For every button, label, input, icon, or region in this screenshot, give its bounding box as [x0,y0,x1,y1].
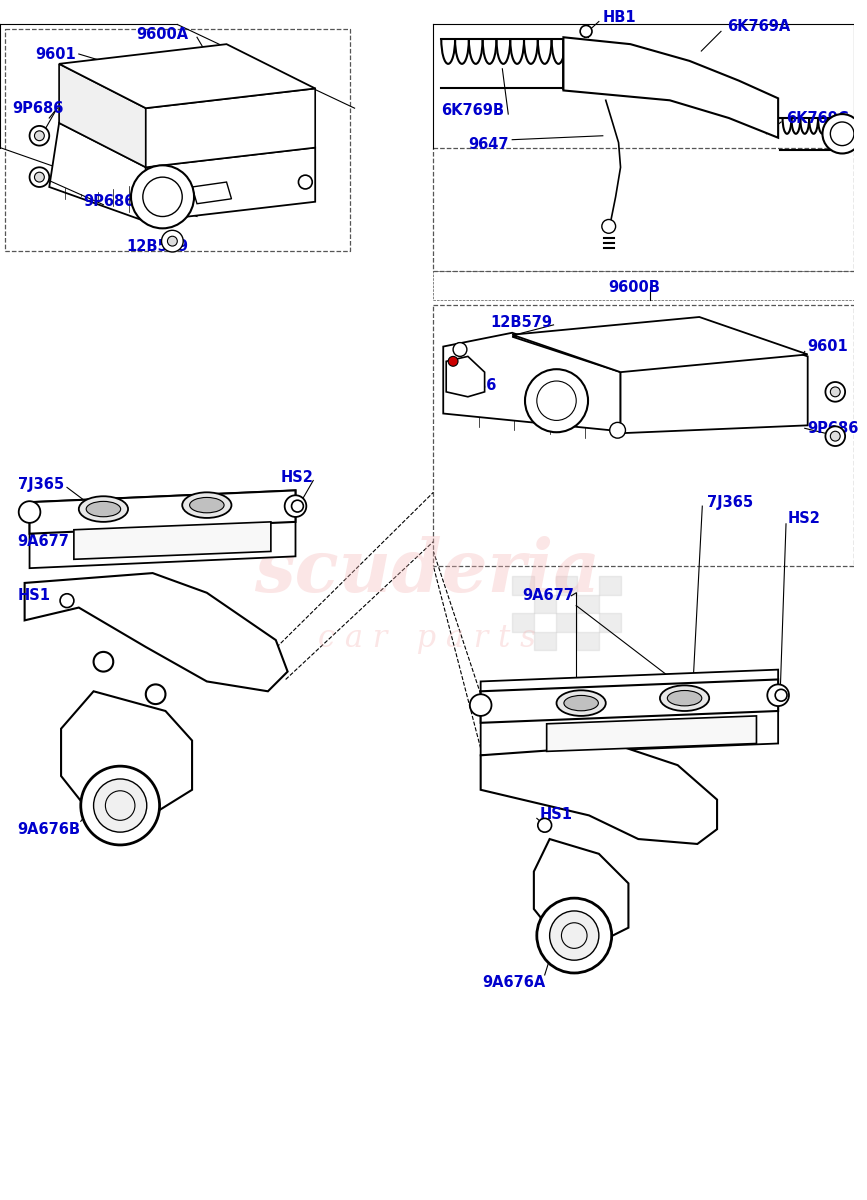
Polygon shape [146,89,316,167]
Polygon shape [564,37,779,138]
Polygon shape [480,670,779,755]
Polygon shape [74,522,271,559]
Circle shape [29,126,49,145]
Text: HB1: HB1 [603,10,636,25]
Text: 9A677: 9A677 [522,588,574,604]
Ellipse shape [79,497,128,522]
Text: 12B579: 12B579 [491,316,552,330]
Text: HS2: HS2 [281,470,314,485]
Circle shape [537,898,612,973]
Text: 9601: 9601 [36,47,76,61]
Text: HS1: HS1 [17,588,51,604]
Circle shape [825,382,845,402]
Polygon shape [512,320,808,433]
Text: c a r   p a r t s: c a r p a r t s [318,623,536,654]
Polygon shape [480,745,717,844]
Circle shape [19,502,41,523]
Circle shape [831,431,840,442]
Circle shape [831,386,840,397]
Polygon shape [480,679,779,722]
Bar [512,613,534,631]
Circle shape [284,496,306,517]
Circle shape [161,230,183,252]
Circle shape [538,818,551,832]
Ellipse shape [660,685,709,710]
Text: 6K769B: 6K769B [441,103,505,118]
Polygon shape [49,122,146,222]
Circle shape [610,422,625,438]
Circle shape [35,173,44,182]
Text: 9601: 9601 [808,340,849,354]
Circle shape [823,114,862,154]
Circle shape [167,236,177,246]
Polygon shape [59,44,316,108]
Polygon shape [61,691,192,812]
Bar [556,576,577,595]
Ellipse shape [564,696,598,710]
Circle shape [453,343,467,356]
Ellipse shape [668,690,701,706]
Bar [534,631,556,650]
Circle shape [550,911,599,960]
Text: 9A676A: 9A676A [483,976,546,990]
Text: 9P686: 9P686 [12,101,63,115]
Circle shape [775,689,787,701]
Text: scuderia: scuderia [254,535,600,607]
Text: 9P686: 9P686 [808,421,859,436]
Text: 6K769A: 6K769A [727,19,790,34]
Polygon shape [443,332,621,431]
Ellipse shape [190,498,224,512]
Circle shape [767,684,789,706]
Polygon shape [29,491,296,534]
Polygon shape [512,317,808,372]
Circle shape [602,220,616,233]
Polygon shape [59,64,146,167]
Bar [534,595,556,613]
Circle shape [825,426,845,446]
Bar [512,576,534,595]
Polygon shape [24,574,288,691]
Text: 6K769C: 6K769C [786,110,849,126]
Circle shape [81,766,160,845]
Circle shape [291,500,303,512]
Text: 9647: 9647 [468,137,508,152]
Polygon shape [192,182,231,204]
Circle shape [35,131,44,140]
Bar [577,631,599,650]
Ellipse shape [557,690,606,716]
Text: 9600A: 9600A [136,26,188,42]
Polygon shape [547,716,757,751]
Circle shape [131,166,194,228]
Circle shape [29,167,49,187]
Bar [599,613,621,631]
Bar [556,613,577,631]
Circle shape [448,356,458,366]
Ellipse shape [182,492,231,518]
Polygon shape [447,356,485,397]
Bar [599,576,621,595]
Text: HS1: HS1 [540,806,573,822]
Polygon shape [29,491,296,568]
Text: 7J365: 7J365 [17,476,64,492]
Circle shape [94,779,147,832]
Text: 9A676B: 9A676B [17,822,81,836]
Circle shape [525,370,588,432]
Text: 9P686: 9P686 [446,378,497,394]
Bar [577,595,599,613]
Ellipse shape [86,502,121,517]
Polygon shape [534,839,629,942]
Polygon shape [146,148,316,222]
Text: 9600B: 9600B [609,280,661,295]
Text: 9A677: 9A677 [17,534,69,550]
Text: 12B579: 12B579 [126,239,188,253]
Circle shape [580,25,592,37]
Text: 9P686: 9P686 [84,194,135,209]
Circle shape [470,695,492,716]
Text: 7J365: 7J365 [707,494,753,510]
Circle shape [298,175,312,188]
Text: HS2: HS2 [788,511,821,527]
Circle shape [60,594,74,607]
